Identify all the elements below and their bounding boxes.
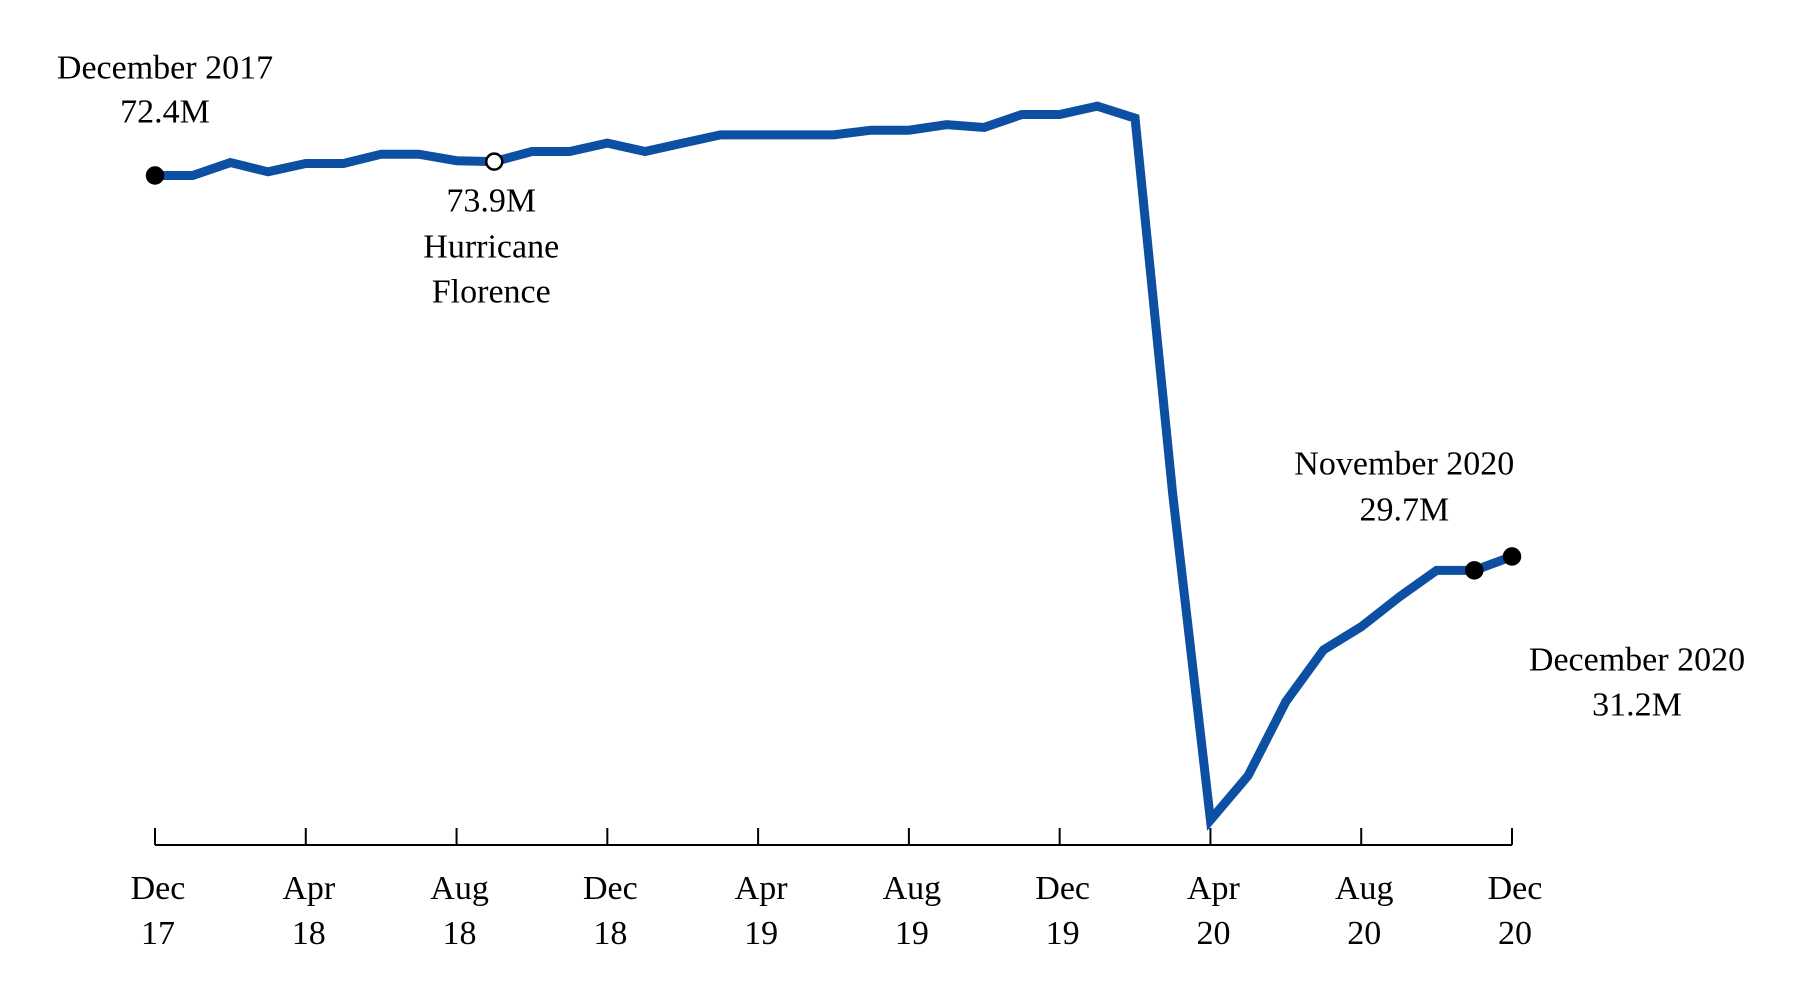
- value-label: 73.9M: [446, 183, 536, 220]
- x-tick-label: Dec 19: [1035, 870, 1090, 952]
- annotation-label: December 2017: [57, 50, 273, 87]
- x-tick-label: Aug 19: [883, 870, 942, 952]
- line: [155, 101, 1514, 831]
- x-tick-label: Dec 17: [131, 870, 186, 952]
- point-marker: [145, 166, 165, 185]
- x-tick-label: Apr 18: [282, 870, 336, 952]
- point-marker: [1465, 561, 1484, 580]
- x-tick-label: Aug 20: [1335, 870, 1394, 952]
- x-tick-label: Aug 18: [430, 870, 489, 952]
- annotation-label: November 2020: [1294, 445, 1514, 482]
- point-marker: [1502, 547, 1522, 566]
- point-marker: [485, 152, 504, 171]
- x-tick-label: Dec 20: [1488, 870, 1543, 952]
- value-label: 31.2M: [1592, 686, 1682, 723]
- value-label: 29.7M: [1359, 491, 1449, 528]
- x-tick-label: Apr 19: [735, 870, 789, 952]
- annotation-label: December 2020: [1529, 641, 1745, 678]
- value-label: 72.4M: [120, 94, 210, 131]
- x-tick-label: Dec 18: [583, 870, 638, 952]
- annotation-label: Hurricane Florence: [423, 229, 559, 311]
- x-tick-label: Apr 20: [1187, 870, 1241, 952]
